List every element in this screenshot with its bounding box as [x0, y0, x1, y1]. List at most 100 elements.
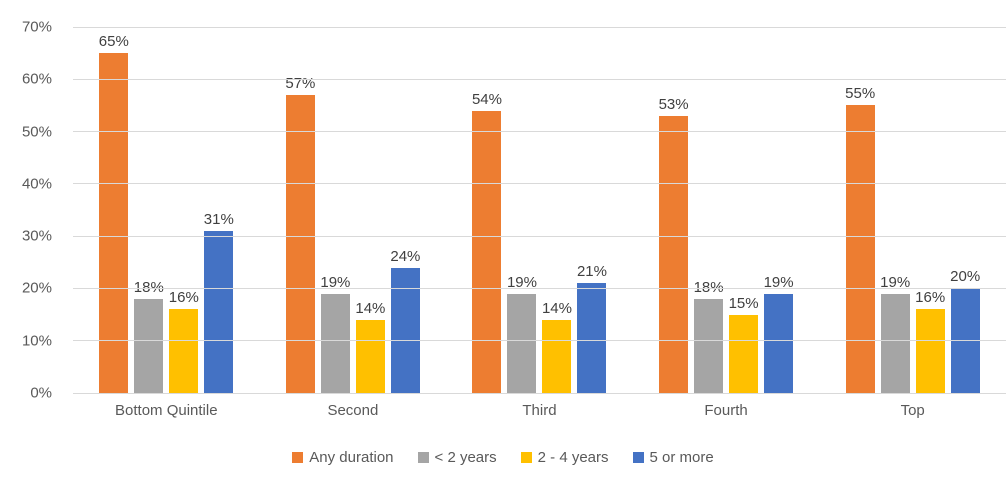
- bar-fill: [169, 309, 199, 393]
- legend-item: Any duration: [292, 449, 394, 466]
- bar-fill: [507, 293, 537, 393]
- bar-value-label: 24%: [390, 247, 421, 265]
- bar-fill: [915, 309, 945, 393]
- bar-fill: [729, 314, 759, 393]
- bar: 15%: [729, 295, 759, 393]
- bar-value-label: 19%: [880, 273, 911, 291]
- bar-group: 53% 18% 15% 19%: [633, 27, 820, 393]
- legend-item: 2 - 4 years: [520, 449, 609, 466]
- bar-value-label: 18%: [693, 278, 724, 296]
- bar-fill: [845, 105, 875, 393]
- bar-value-label: 21%: [576, 263, 607, 281]
- bar-fill: [320, 293, 350, 393]
- legend-label: 5 or more: [649, 449, 714, 466]
- legend-label: Any duration: [309, 449, 394, 466]
- legend-color-swatch: [632, 452, 644, 463]
- bar-value-label: 54%: [471, 90, 502, 108]
- plot-area: 65% 18% 16% 31% 57% 19% 14% 24% 54% 19% 14% 21% 53% 1…: [73, 26, 1006, 394]
- bar: 19%: [880, 274, 910, 393]
- bar-fill: [542, 319, 572, 393]
- bar-value-label: 20%: [950, 268, 981, 286]
- bar-group: 54% 19% 14% 21%: [446, 27, 633, 393]
- bar: 19%: [507, 274, 537, 393]
- bar-value-label: 55%: [845, 85, 876, 103]
- bar: 31%: [204, 211, 234, 393]
- legend: Any duration < 2 years 2 - 4 years 5 or mor…: [0, 449, 1006, 466]
- bar: 54%: [472, 91, 502, 393]
- gridline: [73, 78, 1006, 80]
- bar-fill: [577, 283, 607, 393]
- legend-item: 5 or more: [632, 449, 714, 466]
- bar: 57%: [285, 75, 315, 393]
- x-axis-category-label: Fourth: [704, 402, 748, 419]
- y-axis-tick-label: 70%: [21, 18, 52, 36]
- bar: 16%: [915, 289, 945, 393]
- bar-value-label: 18%: [133, 278, 164, 296]
- gridline: [73, 287, 1006, 289]
- bar-fill: [204, 230, 234, 393]
- bar-value-label: 16%: [168, 289, 199, 307]
- bar-fill: [355, 319, 385, 393]
- legend-label: 2 - 4 years: [537, 449, 609, 466]
- gridline: [73, 392, 1006, 394]
- bar: 18%: [694, 279, 724, 393]
- bar-value-label: 57%: [285, 74, 316, 92]
- bar-group: 57% 19% 14% 24%: [260, 27, 447, 393]
- x-axis-category-label: Top: [900, 402, 925, 419]
- gridline: [73, 183, 1006, 185]
- bar: 16%: [169, 289, 199, 393]
- bar: 53%: [659, 96, 689, 393]
- x-axis-category-label: Second: [327, 402, 379, 419]
- gridline: [73, 131, 1006, 133]
- y-axis-tick-label: 20%: [21, 279, 52, 297]
- bar-value-label: 19%: [763, 273, 794, 291]
- bar-fill: [285, 94, 315, 393]
- gridline: [73, 235, 1006, 237]
- bar-group: 55% 19% 16% 20%: [819, 27, 1006, 393]
- y-axis-tick-label: 10%: [21, 332, 52, 350]
- bar-fill: [764, 293, 794, 393]
- bar: 24%: [390, 248, 420, 393]
- bar-fill: [659, 115, 689, 393]
- bar: 65%: [99, 33, 129, 393]
- bar-value-label: 53%: [658, 95, 689, 113]
- bar: 21%: [577, 263, 607, 393]
- bar-fill: [880, 293, 910, 393]
- bar-value-label: 16%: [915, 289, 946, 307]
- gridline: [73, 340, 1006, 342]
- legend-item: < 2 years: [417, 449, 497, 466]
- bar-fill: [694, 298, 724, 393]
- x-axis-category-label: Bottom Quintile: [115, 402, 218, 419]
- bar-value-label: 19%: [506, 273, 537, 291]
- bar-groups-row: 65% 18% 16% 31% 57% 19% 14% 24% 54% 19% 14% 21% 53% 1…: [73, 27, 1006, 393]
- bar-value-label: 65%: [98, 33, 129, 51]
- legend-color-swatch: [292, 452, 304, 463]
- bar: 14%: [542, 300, 572, 393]
- bar-fill: [134, 298, 164, 393]
- x-axis-category-label: Third: [522, 402, 557, 419]
- bar-group: 65% 18% 16% 31%: [73, 27, 260, 393]
- legend-color-swatch: [520, 452, 532, 463]
- legend-color-swatch: [417, 452, 429, 463]
- bar-value-label: 14%: [355, 299, 386, 317]
- bar-value-label: 14%: [541, 299, 572, 317]
- bar-fill: [472, 110, 502, 393]
- bar-value-label: 31%: [203, 210, 234, 228]
- y-axis-tick-label: 40%: [21, 175, 52, 193]
- bar-value-label: 15%: [728, 294, 759, 312]
- y-axis-tick-label: 60%: [21, 70, 52, 88]
- bar: 19%: [764, 274, 794, 393]
- y-axis-tick-label: 0%: [30, 384, 52, 402]
- gridline: [73, 26, 1006, 28]
- y-axis: 0% 10% 20% 30% 40% 50% 60% 70%: [0, 19, 60, 402]
- bar: 18%: [134, 279, 164, 393]
- x-axis: Bottom Quintile Second Third Fourth Top: [73, 402, 1006, 419]
- bar-fill: [99, 53, 129, 393]
- bar: 14%: [355, 300, 385, 393]
- bar-fill: [390, 267, 420, 393]
- bar-value-label: 19%: [320, 273, 351, 291]
- legend-label: < 2 years: [434, 449, 497, 466]
- y-axis-tick-label: 50%: [21, 123, 52, 141]
- bar: 55%: [845, 85, 875, 393]
